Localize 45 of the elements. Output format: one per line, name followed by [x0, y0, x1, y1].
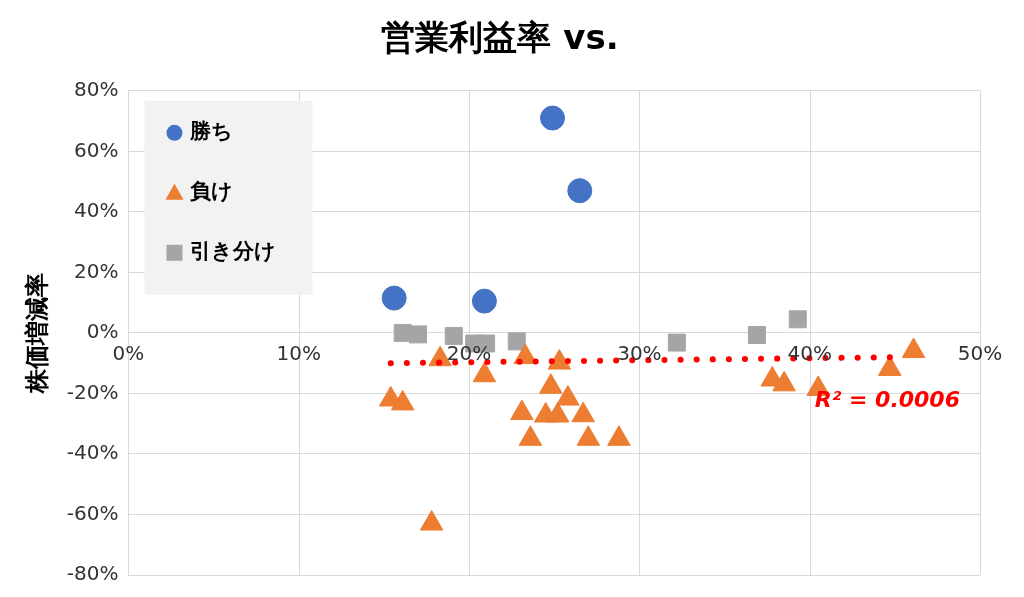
- y-tick-label: 40%: [74, 198, 119, 223]
- y-tick-label: 80%: [74, 77, 119, 101]
- point: [540, 105, 566, 131]
- point: [901, 337, 926, 359]
- legend-label: 負け: [190, 179, 234, 204]
- legend-label: 引き分け: [190, 239, 277, 264]
- y-tick-label: -60%: [66, 500, 119, 525]
- point: [539, 373, 563, 394]
- point: [747, 326, 766, 344]
- point: [772, 370, 796, 392]
- point: [567, 178, 593, 204]
- point: [507, 332, 526, 351]
- point: [419, 510, 444, 531]
- y-tick-label: -20%: [66, 379, 119, 404]
- point: [471, 288, 497, 314]
- x-tick-label: 0%: [112, 341, 145, 366]
- point: [444, 326, 463, 345]
- chart-title: 営業利益率 vs.: [381, 17, 619, 58]
- x-tick-label: 40%: [787, 341, 832, 366]
- point: [472, 361, 497, 383]
- point: [556, 385, 580, 406]
- x-tick-label: 50%: [957, 341, 1003, 366]
- point: [576, 425, 601, 446]
- point: [381, 285, 407, 311]
- y-tick-label: -80%: [66, 561, 119, 586]
- point: [510, 399, 534, 421]
- y-tick-label: 0%: [86, 319, 119, 344]
- x-tick-label: 30%: [617, 341, 662, 366]
- annotation: R² = 0.0006: [814, 386, 960, 412]
- point: [571, 401, 595, 423]
- x-tick-label: 10%: [276, 341, 321, 366]
- point: [667, 333, 686, 352]
- x-tick-label: 20%: [446, 341, 492, 366]
- point: [518, 425, 543, 446]
- point: [788, 310, 807, 329]
- legend-label: 勝ち: [189, 119, 234, 144]
- y-tick-label: 60%: [74, 137, 119, 162]
- point: [390, 389, 415, 411]
- point: [409, 325, 427, 344]
- point: [545, 402, 570, 423]
- y-axis-title: 株価増減率: [22, 272, 51, 394]
- y-tick-label: -40%: [66, 440, 119, 465]
- y-tick-label: 20%: [74, 258, 119, 283]
- point: [547, 349, 572, 370]
- point: [607, 425, 631, 446]
